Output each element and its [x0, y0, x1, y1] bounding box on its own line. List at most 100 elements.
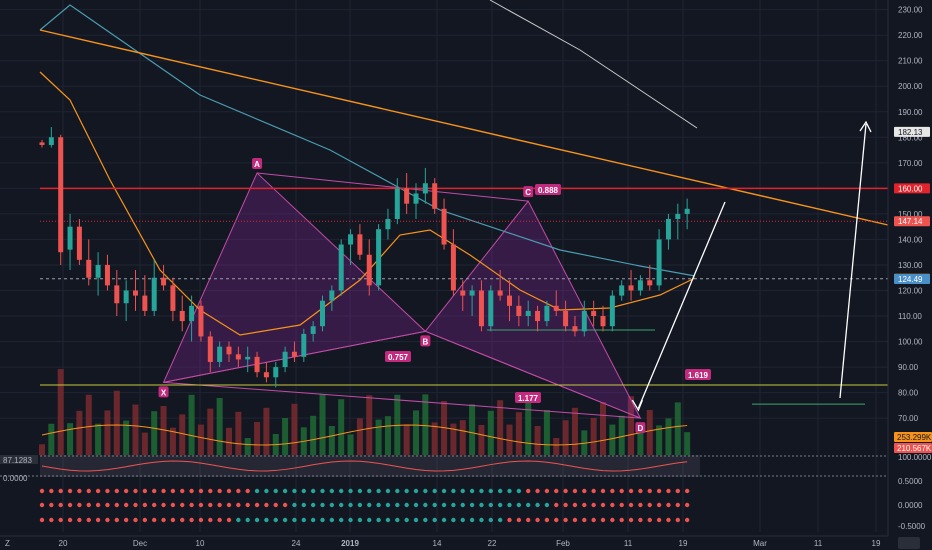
signal-dot: [376, 517, 381, 523]
candle-body: [263, 372, 269, 378]
volume-bar: [132, 404, 139, 455]
signal-dot: [656, 517, 662, 523]
volume-bar: [39, 444, 45, 455]
volume-bar: [347, 434, 354, 455]
signal-dot: [67, 517, 73, 523]
signal-dot: [507, 517, 512, 523]
signal-dot: [301, 502, 306, 508]
candle-body: [413, 193, 419, 204]
signal-dot: [404, 488, 409, 494]
price-tick: 120.00: [898, 286, 923, 295]
signal-dot: [217, 488, 222, 494]
signal-dot: [591, 517, 596, 523]
candle-body: [338, 244, 344, 291]
volume-bar: [684, 432, 691, 455]
signal-dot: [105, 517, 110, 523]
signal-dot: [376, 502, 381, 508]
signal-dot: [610, 488, 615, 494]
signal-dot: [39, 517, 45, 523]
time-axis[interactable]: 20 Dec 10 24 2019 14 22 Feb 11 19 Mar 11 19: [0, 535, 920, 549]
signal-dot: [488, 488, 493, 494]
candle-body: [189, 305, 195, 322]
pattern-point-badge: [252, 158, 263, 170]
price-axis[interactable]: 230.00 220.00 210.00 200.00 190.00 180.00 170.…: [887, 0, 932, 536]
signal-dot: [479, 502, 484, 508]
signal-dot: [554, 488, 559, 494]
signal-dot: [180, 517, 185, 523]
candle-body: [310, 326, 316, 334]
volume-bar: [646, 410, 653, 455]
candle-body: [460, 290, 466, 296]
signal-dot: [86, 502, 91, 508]
signal-dot: [451, 517, 456, 523]
signal-dot: [675, 502, 680, 508]
volume-bar: [553, 438, 560, 455]
signal-dot: [180, 502, 185, 508]
signal-dot: [245, 517, 250, 523]
candle-body: [432, 183, 438, 209]
candle-body: [581, 310, 587, 332]
pattern-point-d: D: [638, 424, 644, 433]
signal-dot: [385, 488, 391, 494]
candle-body: [151, 277, 157, 311]
signal-dot: [610, 502, 615, 508]
signal-dot: [479, 517, 484, 523]
volume-bar: [431, 422, 438, 455]
volume-bar: [590, 418, 597, 455]
candle-body: [628, 285, 634, 291]
volume-bar: [226, 427, 232, 455]
signal-dot: [591, 488, 596, 494]
candle-body: [58, 137, 64, 253]
signal-dot: [152, 517, 157, 523]
left-value: 87.1283: [3, 456, 32, 465]
signal-dot: [189, 502, 194, 508]
candle-body: [497, 290, 503, 296]
left-value: 0.0000: [3, 474, 28, 483]
ratio-badge: [515, 392, 541, 403]
volume-bar: [282, 418, 289, 455]
signal-dot: [161, 502, 166, 508]
volume-bar: [169, 427, 176, 455]
candle-body: [366, 254, 372, 286]
signal-dot: [526, 488, 531, 494]
signal-dot: [49, 517, 54, 523]
signal-dot: [236, 488, 241, 494]
volume-bar: [534, 426, 541, 455]
ratio-label: 0.757: [388, 353, 409, 362]
candle-body: [207, 336, 213, 362]
candle-body: [441, 208, 447, 245]
candle-body: [123, 290, 129, 304]
signal-dot: [236, 502, 241, 508]
signal-dot: [423, 517, 428, 523]
price-tag-label: 124.49: [898, 275, 923, 284]
signal-dot: [189, 488, 194, 494]
volume-bar: [48, 423, 55, 455]
volume-bar: [310, 415, 317, 455]
candle-body: [254, 356, 260, 373]
price-tick: 220.00: [898, 31, 923, 40]
signal-dot: [95, 488, 101, 494]
volume-bar: [525, 398, 532, 455]
indicator-tick: 0.0000: [898, 501, 923, 510]
horizontal-levels: [40, 187, 888, 405]
candle-body: [385, 219, 391, 230]
signal-dot: [441, 502, 447, 508]
signal-dot: [628, 502, 634, 508]
signal-dot: [189, 517, 194, 523]
volume-bar: [478, 425, 485, 455]
settings-icon: [898, 537, 920, 549]
left-values: 87.1283 0.0000 Z: [0, 455, 38, 548]
price-tick: 150.00: [898, 210, 923, 219]
signal-dot: [460, 488, 465, 494]
signal-dot: [544, 517, 550, 523]
signal-dot: [666, 517, 671, 523]
time-tick: 2019: [341, 539, 359, 548]
signal-dot: [451, 502, 456, 508]
price-tick: 230.00: [898, 6, 923, 15]
signal-dot: [310, 488, 316, 494]
signal-dot: [105, 488, 110, 494]
signal-dot: [142, 488, 148, 494]
signal-dot: [301, 517, 306, 523]
price-tick: 130.00: [898, 261, 923, 270]
